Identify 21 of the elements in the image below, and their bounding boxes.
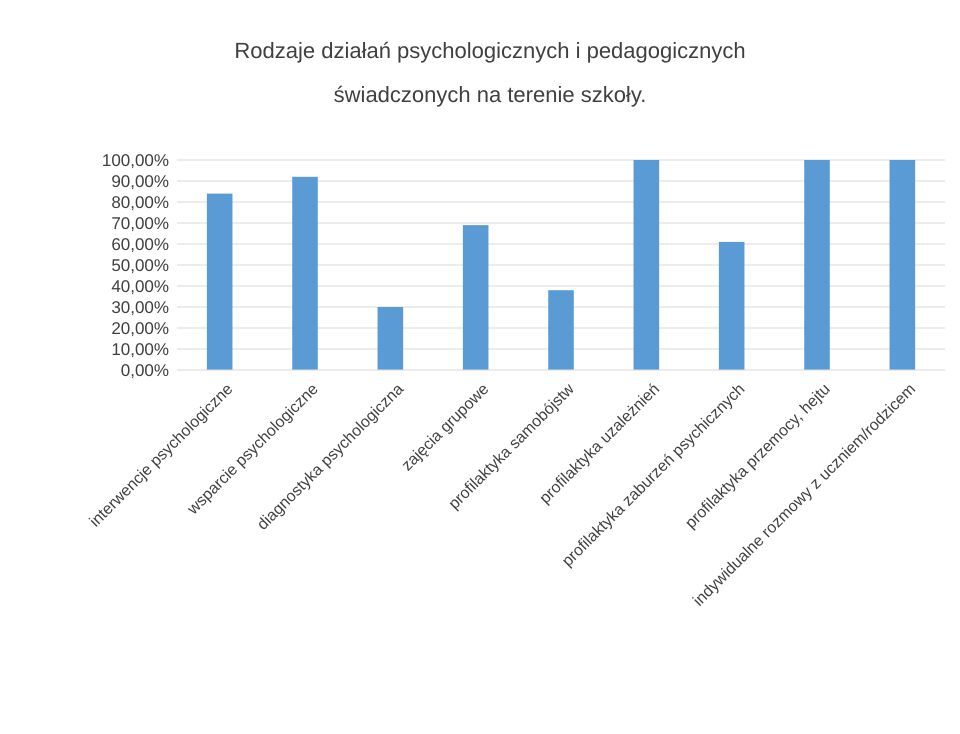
y-tick-label: 30,00% (111, 298, 169, 317)
bar (462, 225, 488, 370)
bar (206, 194, 232, 370)
bar (634, 160, 660, 370)
y-tick-label: 0,00% (120, 360, 169, 380)
bar (718, 242, 744, 370)
y-tick-label: 100,00% (102, 150, 169, 170)
y-tick-label: 60,00% (111, 234, 169, 254)
bar (378, 307, 404, 370)
bar (548, 290, 574, 370)
y-tick-label: 80,00% (111, 192, 169, 212)
y-tick-label: 40,00% (111, 276, 169, 296)
y-tick-label: 10,00% (111, 340, 169, 359)
y-tick-label: 90,00% (111, 172, 169, 191)
y-tick-label: 50,00% (111, 256, 169, 275)
y-tick-label: 70,00% (111, 214, 169, 233)
chart-title: Rodzaje działań psychologicznych i pedagogicznych świadczonych na terenie szkoły. (234, 38, 746, 107)
bar (804, 160, 830, 370)
y-tick-label: 20,00% (111, 318, 169, 338)
bar (292, 176, 318, 370)
bar (890, 160, 916, 370)
